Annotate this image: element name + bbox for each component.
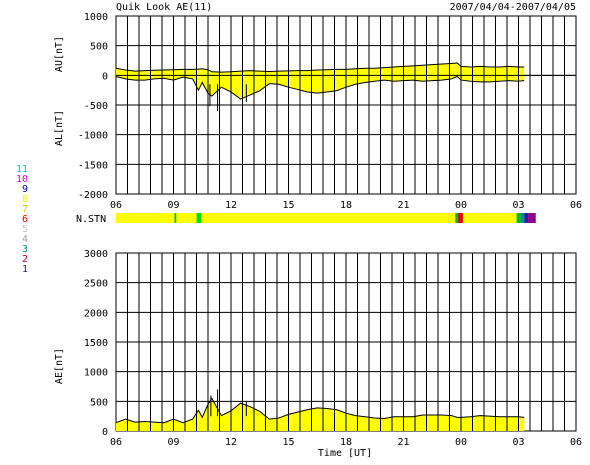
station-segment (196, 213, 202, 223)
au-trace (115, 62, 525, 73)
station-segment (528, 213, 536, 223)
au-al-y-tick: 1000 (84, 12, 108, 23)
station-segment (520, 213, 525, 223)
au-al-x-tick: 21 (397, 200, 409, 211)
station-legend-item: 5 (22, 224, 28, 235)
ae-y-tick: 3000 (84, 249, 108, 260)
ae-axis-label: AE[nT] (54, 348, 65, 384)
station-segment (524, 213, 529, 223)
au-al-x-tick: 09 (167, 200, 179, 211)
au-al-y-tick: -500 (84, 101, 108, 112)
ae-y-tick: 500 (90, 397, 108, 408)
station-segment (201, 213, 456, 223)
station-segment (516, 213, 521, 223)
ae-y-tick: 2000 (84, 308, 108, 319)
station-legend-item: 3 (22, 244, 28, 255)
au-al-y-tick: 0 (102, 71, 108, 82)
ae-y-tick: 2500 (84, 279, 108, 290)
ae-fill (116, 398, 525, 431)
station-segment (176, 213, 197, 223)
al-trace (115, 75, 525, 100)
station-legend-item: 4 (22, 234, 28, 245)
ae-x-tick: 21 (397, 437, 409, 448)
station-legend-item: 11 (16, 164, 28, 175)
ae-y-tick: 0 (102, 427, 108, 438)
au-al-x-tick: 18 (340, 200, 352, 211)
station-legend-item: 8 (22, 194, 28, 205)
station-count-panel: N.STN (76, 213, 536, 225)
ae-trace (115, 397, 525, 424)
au-al-x-tick: 12 (225, 200, 237, 211)
station-legend-item: 1 (22, 264, 28, 275)
al-axis-label: AL[nT] (54, 110, 65, 146)
station-segment (458, 213, 463, 223)
au-al-y-tick: -2000 (78, 190, 108, 201)
station-segment (174, 213, 177, 223)
station-legend-item: 2 (22, 254, 28, 265)
ae-x-tick: 18 (340, 437, 352, 448)
au-al-y-tick: -1000 (78, 131, 108, 142)
chart-title: Quik Look AE(11) (116, 2, 212, 13)
au-al-x-tick: 03 (512, 200, 524, 211)
ae-x-tick: 15 (282, 437, 294, 448)
au-al-x-tick: 15 (282, 200, 294, 211)
station-segment (455, 213, 459, 223)
au-axis-label: AU[nT] (54, 36, 65, 72)
au-al-x-tick: 00 (455, 200, 467, 211)
x-axis-label: Time [UT] (318, 448, 372, 459)
au-al-x-tick: 06 (570, 200, 582, 211)
ae-x-tick: 12 (225, 437, 237, 448)
ae-x-tick: 09 (167, 437, 179, 448)
ae-y-tick: 1500 (84, 338, 108, 349)
ae-x-tick: 00 (455, 437, 467, 448)
station-legend-item: 9 (22, 184, 28, 195)
station-segment (462, 213, 517, 223)
ae-x-tick: 06 (110, 437, 122, 448)
station-legend-item: 7 (22, 204, 28, 215)
station-segment (116, 213, 175, 223)
station-legend-item: 10 (16, 174, 28, 185)
station-count-label: N.STN (76, 214, 106, 225)
ae-y-tick: 1000 (84, 368, 108, 379)
au-al-y-tick: -1500 (78, 160, 108, 171)
ae-x-tick: 03 (512, 437, 524, 448)
au-al-y-tick: 500 (90, 42, 108, 53)
au-al-x-tick: 06 (110, 200, 122, 211)
ae-x-tick: 06 (570, 437, 582, 448)
date-range: 2007/04/04-2007/04/05 (450, 2, 576, 13)
station-legend-item: 6 (22, 214, 28, 225)
